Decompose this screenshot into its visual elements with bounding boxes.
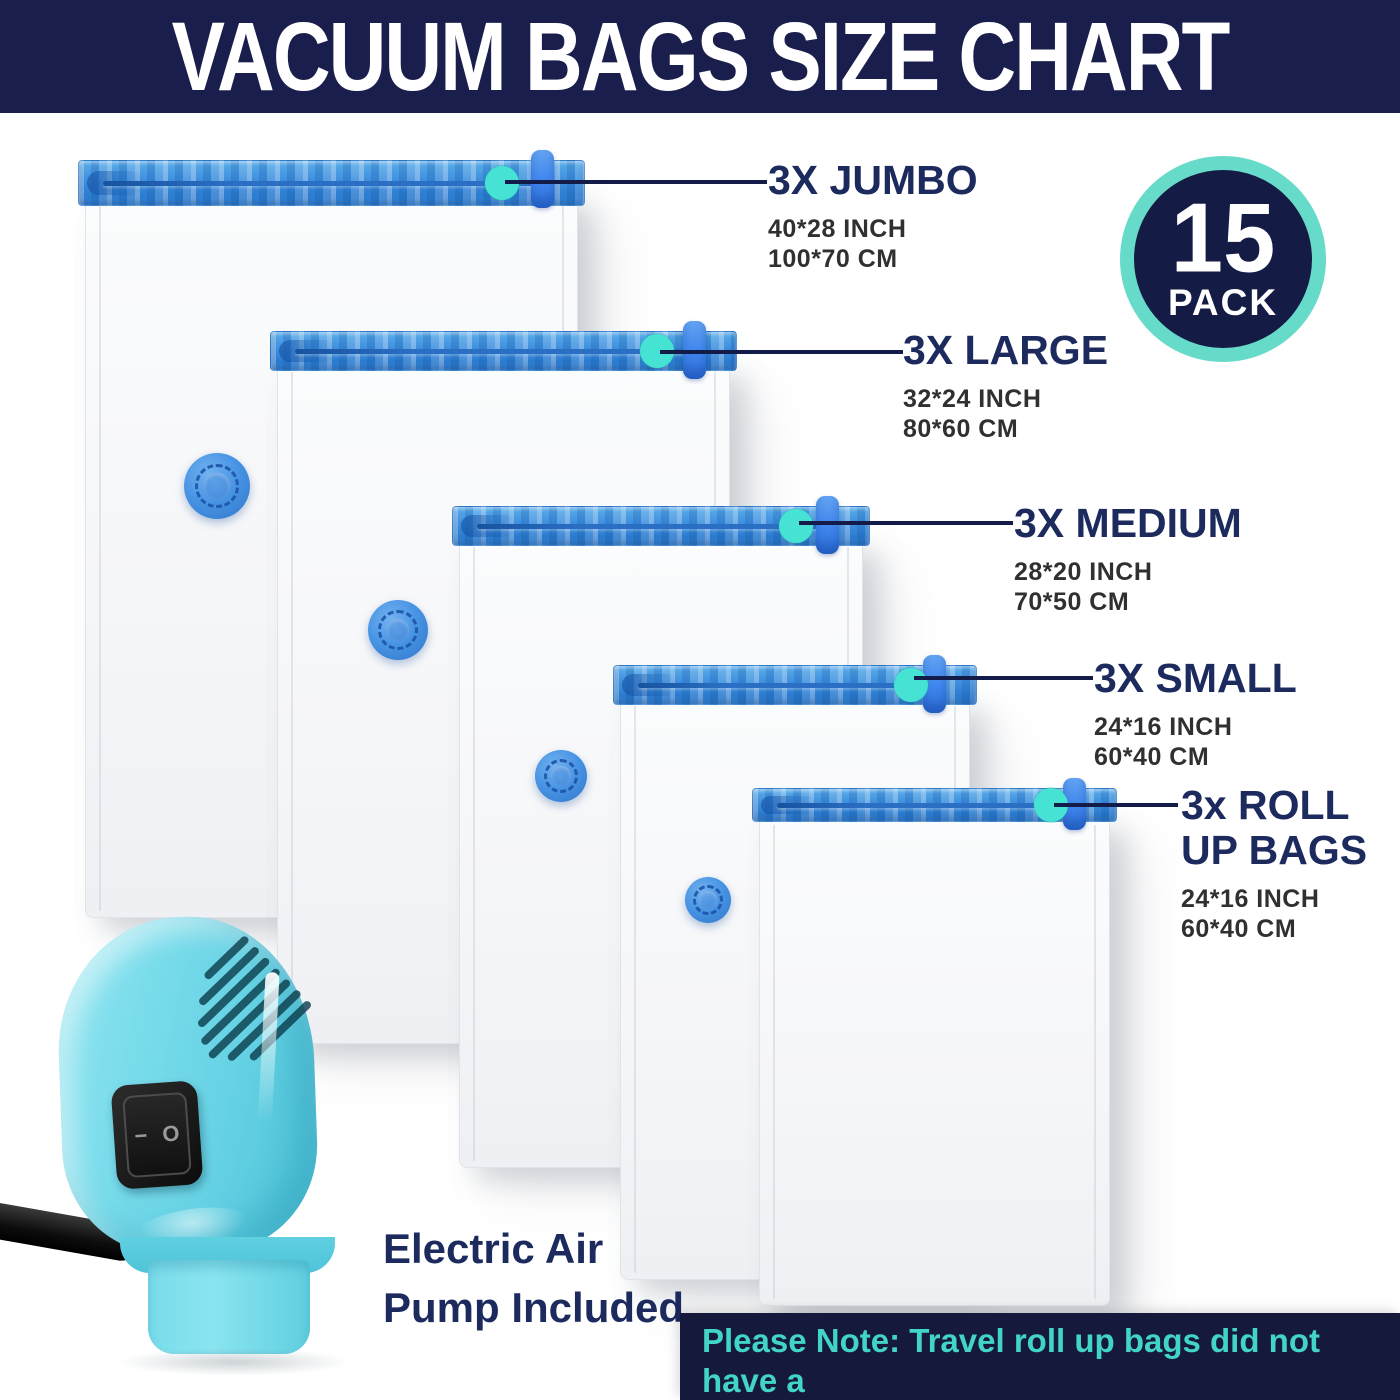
valve-icon xyxy=(368,600,428,660)
callout-dot-icon xyxy=(779,509,813,543)
bag-dim-cm: 80*60 CM xyxy=(903,415,1019,444)
zip-channel xyxy=(638,683,932,688)
bag-label-rollup: 3x ROLL UP BAGS 24*16 INCH 60*40 CM xyxy=(1181,782,1368,944)
zip-channel xyxy=(777,803,1072,808)
zipper-slider-icon xyxy=(923,655,946,713)
zipper-slider-icon xyxy=(531,150,554,208)
zip-channel xyxy=(477,524,825,529)
callout-line xyxy=(914,676,1093,680)
bag-zip-strip xyxy=(613,655,977,713)
bag-dim-cm: 100*70 CM xyxy=(768,245,898,274)
bag-dim-cm: 70*50 CM xyxy=(1014,588,1130,617)
switch-on-mark: O xyxy=(161,1120,181,1147)
bag-label-jumbo: 3X JUMBO 40*28 INCH 100*70 CM xyxy=(768,157,978,274)
zipper-slider-icon xyxy=(816,496,839,554)
bag-dim-inch: 32*24 INCH xyxy=(903,385,1042,414)
bag-name: 3X LARGE xyxy=(903,327,1109,373)
bag-dim-inch: 24*16 INCH xyxy=(1094,713,1233,742)
bag-zip-strip xyxy=(270,321,737,379)
valve-icon xyxy=(685,877,731,923)
bag-label-large: 3X LARGE 32*24 INCH 80*60 CM xyxy=(903,327,1109,444)
pump-ground-shadow xyxy=(108,1347,360,1377)
page-title: VACUUM BAGS SIZE CHART xyxy=(171,1,1231,111)
zip-channel xyxy=(103,181,540,186)
bag-zip-strip xyxy=(78,150,585,208)
bag-dimensions: 40*28 INCH 100*70 CM xyxy=(768,214,978,274)
bag-label-small: 3X SMALL 24*16 INCH 60*40 CM xyxy=(1094,655,1297,772)
bag-label-medium: 3X MEDIUM 28*20 INCH 70*50 CM xyxy=(1014,500,1242,617)
valve-icon xyxy=(535,750,587,802)
bag-body xyxy=(759,818,1110,1306)
switch-off-mark: − xyxy=(133,1122,149,1149)
vent-slits-icon xyxy=(152,934,313,1094)
bag-dim-inch: 24*16 INCH xyxy=(1181,885,1320,914)
bag-name: 3X MEDIUM xyxy=(1014,500,1242,546)
bag-dim-cm: 60*40 CM xyxy=(1094,743,1210,772)
pack-label: PACK xyxy=(1167,281,1279,323)
valve-icon xyxy=(184,453,250,519)
bag-name-line2: UP BAGS xyxy=(1181,827,1368,874)
pack-badge: 15 PACK xyxy=(1120,156,1326,362)
power-switch-icon: − O xyxy=(110,1080,204,1190)
pump-caption-line1: Electric Air xyxy=(383,1225,604,1272)
pump-nozzle xyxy=(148,1260,310,1354)
note-banner: Please Note: Travel roll up bags did not… xyxy=(680,1313,1400,1400)
pump-caption-line2: Pump Included xyxy=(383,1284,685,1331)
header-banner: VACUUM BAGS SIZE CHART xyxy=(0,0,1400,113)
note-line1: Please Note: Travel roll up bags did not… xyxy=(702,1322,1320,1400)
bag-dim-cm: 60*40 CM xyxy=(1181,915,1297,944)
rocker-switch: − O xyxy=(122,1091,192,1179)
pack-count: 15 xyxy=(1170,182,1276,293)
callout-dot-icon xyxy=(894,668,928,702)
bag-name: 3X SMALL xyxy=(1094,655,1297,701)
bag-dim-inch: 40*28 INCH xyxy=(768,215,907,244)
bag-dimensions: 28*20 INCH 70*50 CM xyxy=(1014,557,1242,617)
bag-name: 3X JUMBO xyxy=(768,157,978,203)
zip-channel xyxy=(295,349,692,354)
bag-dim-inch: 28*20 INCH xyxy=(1014,558,1153,587)
callout-line xyxy=(660,350,903,354)
bag-dimensions: 24*16 INCH 60*40 CM xyxy=(1181,884,1367,944)
pump-caption: Electric Air Pump Included xyxy=(383,1228,684,1329)
pump-illustration: − O xyxy=(0,905,440,1400)
bag-zip-strip xyxy=(452,496,870,554)
bag-rollup xyxy=(752,778,1117,1306)
callout-line xyxy=(505,180,767,184)
bag-dimensions: 24*16 INCH 60*40 CM xyxy=(1094,712,1297,772)
bag-name: 3x ROLL UP BAGS xyxy=(1181,782,1368,874)
callout-line xyxy=(1054,803,1178,807)
callout-line xyxy=(799,521,1013,525)
bag-dimensions: 32*24 INCH 80*60 CM xyxy=(903,384,1108,444)
bag-name-line1: 3x ROLL xyxy=(1181,782,1350,828)
